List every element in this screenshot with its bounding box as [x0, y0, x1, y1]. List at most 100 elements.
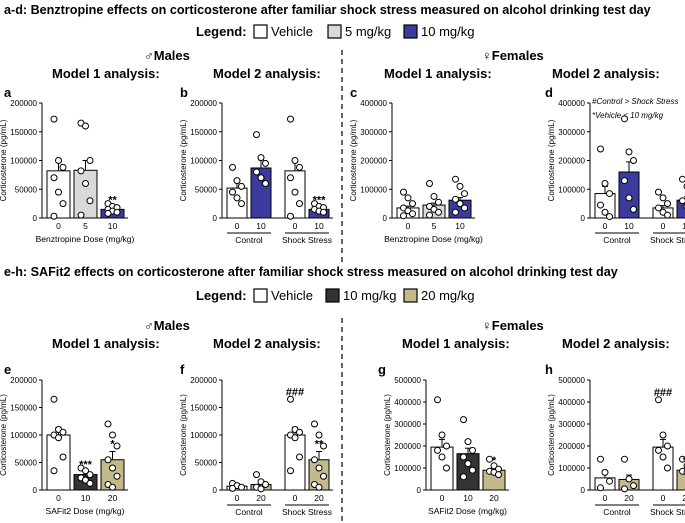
data-point-h-2: [659, 453, 667, 461]
data-point-f-2: [291, 434, 299, 442]
y-tick-label-g: 300000: [394, 420, 421, 429]
data-point-h-2: [659, 431, 667, 439]
data-point-a-0: [59, 200, 67, 208]
x-tick-label-e-1: 10: [81, 493, 91, 503]
x-tick-label-e-2: 20: [108, 493, 118, 503]
y-tick-label-h: 200000: [558, 442, 585, 451]
section2-legend-label: Legend:: [196, 288, 247, 303]
y-tick-label-c: 100000: [360, 185, 387, 194]
data-point-d-1: [625, 194, 633, 202]
panel-letter-g: g: [378, 362, 386, 377]
data-point-b-1: [253, 168, 260, 176]
group-label-control-f: Control: [235, 507, 263, 517]
data-point-c-1: [435, 208, 442, 216]
section2-title: e-h: SAFit2 effects on corticosterone af…: [4, 265, 618, 279]
data-point-h-2: [664, 442, 671, 450]
y-tick-label-c: 200000: [360, 157, 387, 166]
section2-females-header: ♀Females: [482, 318, 544, 333]
data-point-e-1: [86, 471, 94, 479]
legend1-swatch-10mg: [403, 24, 418, 39]
y-tick-label-f: 50000: [195, 459, 218, 468]
data-point-e-0: [50, 395, 58, 403]
data-point-a-1: [82, 122, 89, 130]
legend2-label-10mg: 10 mg/kg: [343, 288, 396, 303]
x-tick-label-d-0: 0: [603, 221, 608, 231]
y-tick-label-h: 300000: [558, 420, 585, 429]
significance-mark-f-3: **: [315, 439, 324, 451]
y-tick-label-e: 200000: [10, 376, 37, 385]
model2-label-d: Model 2 analysis:: [552, 66, 660, 81]
significance-mark-g-2: *: [492, 455, 497, 467]
data-point-a-1: [77, 211, 85, 219]
model1-label-g: Model 1 analysis:: [402, 336, 510, 351]
data-point-e-2: [109, 483, 116, 491]
y-axis-label-e: Corticosterone (pg/mL): [0, 394, 8, 476]
x-tick-label-a-2: 10: [108, 221, 118, 231]
bar-e-0: [46, 434, 71, 491]
data-point-b-2: [291, 157, 299, 164]
significance-mark-e-1: ***: [79, 459, 93, 471]
y-tick-label-b: 100000: [190, 157, 217, 166]
data-point-c-1: [430, 192, 438, 200]
data-point-e-1: [82, 467, 89, 475]
bar-a-1: [73, 169, 98, 219]
y-axis-label-f: Corticosterone (pg/mL): [179, 394, 188, 476]
data-point-d-3: [679, 175, 685, 183]
data-point-b-0: [229, 188, 236, 196]
data-point-f-1: [262, 481, 269, 488]
panel-letter-b: b: [180, 85, 188, 100]
y-tick-label-h: 400000: [558, 398, 585, 407]
data-point-d-1: [625, 148, 633, 156]
x-tick-label-d-2: 0: [661, 221, 666, 231]
data-point-b-2: [287, 212, 294, 220]
significance-mark-h-2: ###: [654, 387, 672, 399]
x-tick-label-h-0: 0: [603, 493, 608, 503]
data-point-c-0: [400, 188, 407, 196]
data-point-f-1: [257, 485, 265, 493]
y-tick-label-g: 500000: [394, 376, 421, 385]
x-tick-label-c-1: 5: [432, 221, 437, 231]
data-point-e-0: [50, 467, 58, 475]
data-point-d-2: [664, 211, 671, 219]
data-point-b-0: [238, 200, 245, 208]
x-tick-label-b-0: 0: [235, 221, 240, 231]
data-point-f-3: [311, 420, 318, 428]
data-point-f-0: [229, 484, 236, 492]
data-point-c-2: [456, 200, 464, 208]
panel-letter-h: h: [545, 362, 553, 377]
y-axis-label-g: Corticosterone (pg/mL): [383, 394, 392, 476]
legend2-swatch-10mg: [325, 288, 340, 303]
significance-mark-a-2: **: [108, 195, 117, 207]
data-point-e-2: [109, 464, 116, 472]
data-point-e-1: [86, 479, 94, 487]
legend1-label-5mg: 5 mg/kg: [345, 24, 391, 39]
model2-label-h: Model 2 analysis:: [562, 336, 670, 351]
y-tick-label-a: 0: [33, 214, 38, 223]
data-point-a-1: [86, 157, 94, 164]
x-tick-label-a-0: 0: [56, 221, 61, 231]
data-point-c-1: [426, 211, 433, 219]
x-tick-label-g-2: 20: [489, 493, 499, 503]
y-tick-label-c: 0: [383, 214, 388, 223]
y-tick-label-d: 100000: [558, 185, 585, 194]
significance-mark-b-3: ***: [313, 195, 327, 207]
data-point-d-1: [630, 205, 637, 213]
data-point-e-0: [59, 428, 67, 436]
y-tick-label-d: 0: [581, 214, 586, 223]
data-point-h-0: [601, 468, 609, 476]
y-tick-label-h: 500000: [558, 376, 585, 385]
group-label-shock-h: Shock Stress: [650, 507, 685, 517]
y-tick-label-a: 100000: [10, 157, 37, 166]
data-point-e-2: [113, 472, 121, 480]
x-tick-label-h-2: 0: [661, 493, 666, 503]
data-point-a-0: [55, 188, 62, 196]
data-point-e-0: [59, 453, 67, 461]
y-tick-label-a: 50000: [15, 185, 38, 194]
data-point-b-2: [296, 200, 303, 208]
data-point-a-2: [104, 209, 112, 217]
model2-label-b: Model 2 analysis:: [213, 66, 321, 81]
legend1-label-vehicle: Vehicle: [271, 24, 313, 39]
y-tick-label-a: 150000: [10, 128, 37, 137]
significance-mark-e-2: *: [110, 439, 115, 451]
